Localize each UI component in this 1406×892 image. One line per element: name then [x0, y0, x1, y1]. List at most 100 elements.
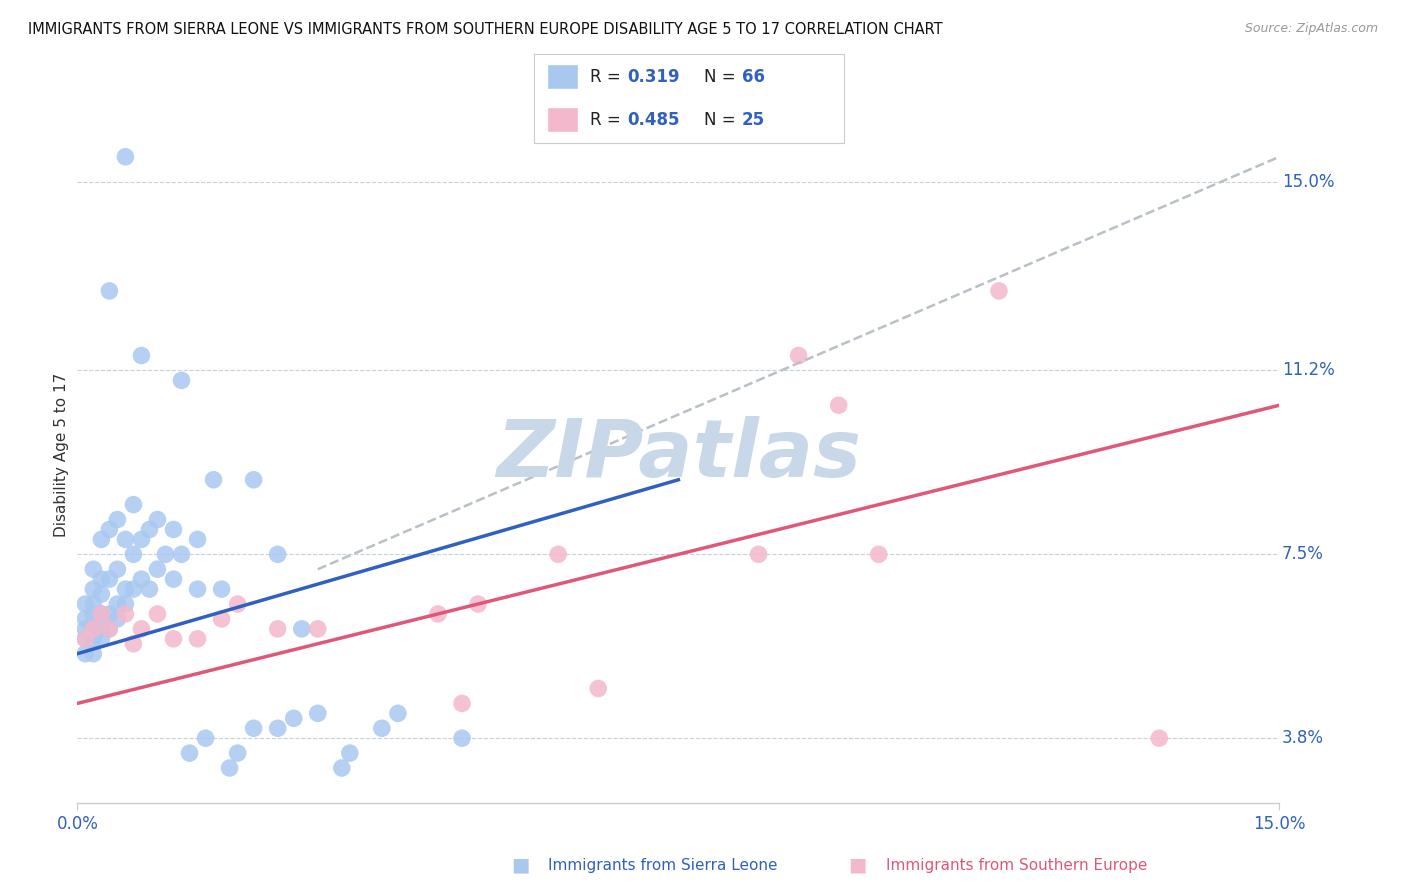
- Text: N =: N =: [704, 68, 735, 86]
- Point: [131, 533, 153, 547]
- Point: [226, 597, 249, 611]
- Point: [194, 731, 217, 746]
- Point: [211, 582, 233, 596]
- Point: [90, 607, 112, 621]
- Point: [138, 523, 160, 537]
- Point: [283, 711, 305, 725]
- Point: [98, 284, 121, 298]
- Point: [114, 582, 136, 596]
- Text: 0.485: 0.485: [627, 111, 679, 128]
- Text: 7.5%: 7.5%: [1282, 545, 1323, 564]
- Y-axis label: Disability Age 5 to 17: Disability Age 5 to 17: [53, 373, 69, 537]
- Point: [291, 622, 314, 636]
- Point: [82, 582, 104, 596]
- Point: [107, 562, 129, 576]
- FancyBboxPatch shape: [547, 64, 578, 89]
- Point: [114, 533, 136, 547]
- Point: [82, 597, 104, 611]
- Point: [98, 622, 121, 636]
- Point: [114, 597, 136, 611]
- Point: [114, 607, 136, 621]
- Point: [90, 572, 112, 586]
- Text: ZIPatlas: ZIPatlas: [496, 416, 860, 494]
- Text: ■: ■: [510, 855, 530, 875]
- Point: [868, 547, 890, 561]
- Point: [75, 612, 97, 626]
- Point: [307, 706, 329, 721]
- Point: [155, 547, 177, 561]
- Point: [82, 647, 104, 661]
- Point: [467, 597, 489, 611]
- Point: [371, 721, 394, 735]
- Text: Source: ZipAtlas.com: Source: ZipAtlas.com: [1244, 22, 1378, 36]
- Point: [98, 523, 121, 537]
- Point: [162, 523, 184, 537]
- Point: [547, 547, 569, 561]
- Point: [98, 622, 121, 636]
- Point: [75, 632, 97, 646]
- Point: [90, 533, 112, 547]
- Text: Immigrants from Sierra Leone: Immigrants from Sierra Leone: [548, 858, 778, 872]
- Point: [202, 473, 225, 487]
- FancyBboxPatch shape: [547, 107, 578, 132]
- Point: [307, 622, 329, 636]
- Text: Immigrants from Southern Europe: Immigrants from Southern Europe: [886, 858, 1147, 872]
- Point: [427, 607, 450, 621]
- Point: [114, 150, 136, 164]
- Text: 66: 66: [741, 68, 765, 86]
- Point: [267, 721, 290, 735]
- Point: [226, 746, 249, 760]
- Text: IMMIGRANTS FROM SIERRA LEONE VS IMMIGRANTS FROM SOUTHERN EUROPE DISABILITY AGE 5: IMMIGRANTS FROM SIERRA LEONE VS IMMIGRAN…: [28, 22, 943, 37]
- Point: [170, 547, 193, 561]
- Text: R =: R =: [591, 111, 620, 128]
- Point: [122, 547, 145, 561]
- Point: [107, 597, 129, 611]
- Point: [90, 632, 112, 646]
- Point: [75, 622, 97, 636]
- Point: [82, 632, 104, 646]
- Point: [146, 512, 169, 526]
- Point: [451, 731, 474, 746]
- Point: [451, 697, 474, 711]
- Point: [90, 587, 112, 601]
- Text: 25: 25: [741, 111, 765, 128]
- Point: [75, 632, 97, 646]
- Point: [267, 547, 290, 561]
- Point: [162, 572, 184, 586]
- Point: [242, 721, 264, 735]
- Point: [179, 746, 201, 760]
- Text: 0.319: 0.319: [627, 68, 679, 86]
- Point: [75, 597, 97, 611]
- Point: [107, 612, 129, 626]
- Point: [748, 547, 770, 561]
- Point: [186, 582, 209, 596]
- Text: 15.0%: 15.0%: [1282, 172, 1334, 191]
- Point: [828, 398, 851, 412]
- Point: [138, 582, 160, 596]
- Point: [90, 622, 112, 636]
- Text: 11.2%: 11.2%: [1282, 361, 1334, 379]
- Point: [90, 607, 112, 621]
- Point: [122, 498, 145, 512]
- Point: [107, 512, 129, 526]
- Point: [131, 622, 153, 636]
- Point: [146, 607, 169, 621]
- Text: R =: R =: [591, 68, 620, 86]
- Point: [211, 612, 233, 626]
- Point: [122, 582, 145, 596]
- Point: [131, 349, 153, 363]
- Point: [1149, 731, 1171, 746]
- Point: [162, 632, 184, 646]
- Text: N =: N =: [704, 111, 735, 128]
- Point: [82, 622, 104, 636]
- Point: [186, 533, 209, 547]
- Point: [218, 761, 240, 775]
- Point: [82, 562, 104, 576]
- Point: [988, 284, 1011, 298]
- Point: [787, 349, 810, 363]
- Point: [588, 681, 610, 696]
- Point: [330, 761, 353, 775]
- Point: [387, 706, 409, 721]
- Point: [82, 622, 104, 636]
- Point: [170, 373, 193, 387]
